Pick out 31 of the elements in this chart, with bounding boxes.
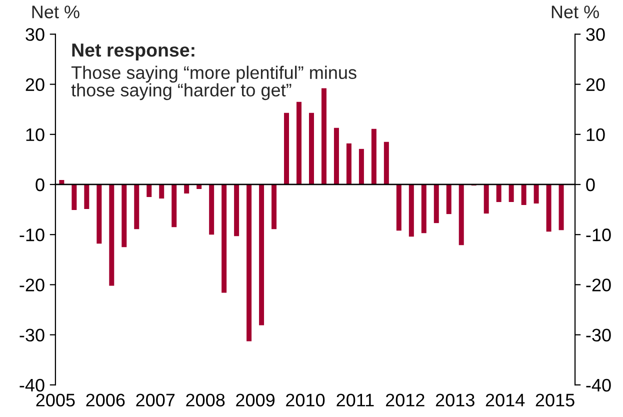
y2-tick-label: -10 — [586, 228, 611, 242]
x-tick-label: 2012 — [386, 394, 424, 406]
x-tick-label: 2005 — [36, 394, 75, 406]
y-tick-label: 0 — [36, 178, 44, 192]
y2-tick-label: 10 — [586, 128, 605, 142]
y2-tick-label: -40 — [586, 378, 611, 392]
y2-axis-title: Net % — [552, 6, 599, 18]
x-tick-label: 2009 — [236, 394, 275, 406]
annotation: Those saying “more plentiful” minus those saying “harder to get” — [71, 66, 356, 100]
annotation: Net response: — [72, 44, 194, 60]
x-tick-label: 2015 — [536, 394, 574, 406]
y-axis-title: Net % — [32, 6, 80, 18]
y2-tick-label: -30 — [586, 328, 611, 342]
x-tick-label: 2010 — [286, 394, 325, 406]
x-tick-label: 2006 — [86, 394, 125, 406]
x-tick-label: 2011 — [336, 394, 374, 406]
y-tick-label: -40 — [20, 378, 44, 392]
x-tick-label: 2008 — [186, 394, 225, 406]
y2-tick-label: -20 — [586, 278, 611, 292]
y-tick-label: -30 — [20, 328, 44, 342]
y-tick-label: 10 — [26, 128, 44, 142]
y2-tick-label: 0 — [586, 178, 595, 192]
y-tick-label: -10 — [20, 228, 44, 242]
y2-tick-label: 20 — [586, 78, 605, 92]
y-tick-label: 20 — [26, 78, 44, 92]
y2-tick-label: 30 — [586, 28, 605, 41]
x-tick-label: 2007 — [136, 394, 175, 406]
x-tick-label: 2013 — [436, 394, 474, 406]
y-tick-label: -20 — [20, 278, 44, 292]
y-tick-label: 30 — [26, 28, 44, 41]
x-tick-label: 2014 — [486, 394, 525, 406]
